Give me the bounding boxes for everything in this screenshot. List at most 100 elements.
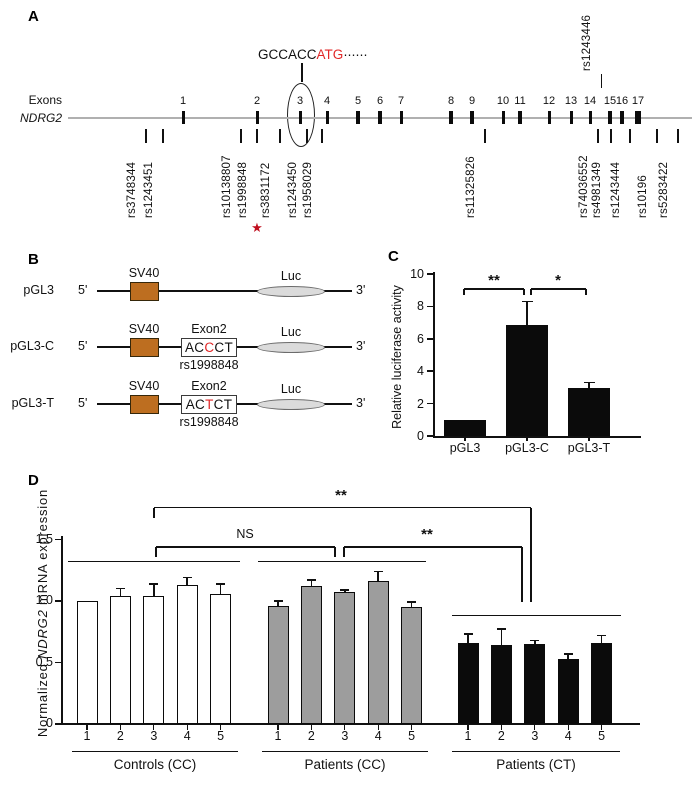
d-error-bar-Patients (CC)-5 — [410, 602, 413, 608]
d-y-tick-label-1.5: 1.5 — [35, 531, 53, 546]
d-bar-number-Controls (CC)-2: 2 — [116, 729, 124, 743]
d-bar-Patients (CT)-1 — [457, 642, 479, 724]
exon-12-number: 12 — [542, 95, 556, 107]
start-codon-sequence: GCCACCATG······ — [258, 47, 368, 62]
d-bar-number-Patients (CT)-1: 1 — [464, 729, 472, 743]
snp-label-rs1243446: rs1243446 — [581, 14, 593, 71]
exon-7-tick — [399, 111, 403, 124]
d-bar-number-Patients (CC)-4: 4 — [374, 729, 382, 743]
d-bar-number-Patients (CT)-4: 4 — [564, 729, 572, 743]
snp-label-rs3748344: rs3748344 — [126, 161, 138, 218]
d-bar-number-Controls (CC)-5: 5 — [217, 729, 225, 743]
d-error-bar-Patients (CT)-3 — [534, 640, 536, 645]
d-sig-top-bracket-left-drop — [153, 507, 155, 518]
d-error-bar-Controls (CC)-5 — [219, 583, 222, 594]
snp-pointer-rs1958029 — [321, 129, 323, 143]
exon-2-number: 2 — [253, 95, 261, 107]
snp-label-rs5283422: rs5283422 — [658, 161, 670, 218]
luc-reporter-oval — [257, 398, 325, 410]
d-error-bar-Patients (CT)-1 — [467, 634, 469, 643]
c-sig-label-1: * — [555, 272, 561, 289]
exon-11-tick — [518, 111, 522, 124]
c-bar-pGL3-T — [568, 388, 610, 436]
luc-reporter-oval — [257, 285, 325, 297]
c-y-tick-label-4: 4 — [417, 364, 424, 379]
d-error-cap-Patients (CC)-3 — [340, 589, 350, 591]
snp-label-rs1243451: rs1243451 — [143, 161, 155, 218]
luc-label: Luc — [280, 382, 302, 396]
sv40-label: SV40 — [128, 379, 160, 393]
d-x-tick-Patients (CC)-5 — [411, 725, 413, 730]
d-ylabel-gene: NDRG2 — [35, 609, 50, 659]
luc-reporter-oval — [257, 341, 325, 353]
d-bar-Patients (CC)-4 — [367, 581, 389, 724]
insert-seq-post: CT — [213, 396, 233, 412]
exon-4-tick — [325, 111, 329, 124]
snp-label-rs1998848: rs1998848 — [237, 161, 249, 218]
exon-15-number: 15 — [603, 95, 617, 107]
exon-17-tick — [635, 111, 641, 124]
c-sig-bracket-0 — [464, 288, 524, 290]
snp-pointer-rs11325826 — [484, 129, 486, 143]
c-x-tick-pGL3-T — [588, 438, 590, 441]
c-y-tick-label-6: 6 — [417, 331, 424, 346]
construct-name-pGL3-T: pGL3-T — [11, 396, 54, 410]
three-prime-label: 3' — [356, 339, 366, 353]
d-x-tick-Patients (CT)-2 — [500, 725, 502, 730]
insert-seq-pre: AC — [185, 396, 206, 412]
c-x-tick-pGL3 — [464, 438, 466, 441]
exon-9-number: 9 — [468, 95, 476, 107]
d-y-tick-0 — [55, 723, 62, 725]
d-bar-number-Controls (CC)-1: 1 — [83, 729, 91, 743]
d-bar-number-Patients (CC)-3: 3 — [341, 729, 349, 743]
snp-pointer-rs1243444 — [629, 129, 631, 143]
c-x-axis — [432, 436, 641, 438]
c-sig-bracket-1-left-drop — [530, 289, 532, 295]
insert-snp-allele: C — [204, 339, 215, 355]
d-bar-Controls (CC)-3 — [143, 596, 165, 724]
construct-backbone-line — [97, 290, 352, 292]
sv40-promoter-box — [130, 337, 159, 357]
d-bar-Patients (CC)-2 — [300, 586, 322, 724]
d-bar-number-Patients (CC)-2: 2 — [307, 729, 315, 743]
exon-14-number: 14 — [583, 95, 597, 107]
snp-label-rs1958029: rs1958029 — [302, 161, 314, 218]
three-prime-label: 3' — [356, 283, 366, 297]
d-x-tick-Patients (CT)-4 — [567, 725, 569, 730]
sv40-label: SV40 — [128, 322, 160, 336]
d-group-overline-patients-cc — [258, 560, 426, 563]
snp-pointer-rs3831172 — [279, 129, 281, 143]
d-error-cap-Patients (CC)-2 — [306, 579, 316, 581]
d-y-tick-label-0.5: 0.5 — [35, 654, 53, 669]
d-error-bar-Controls (CC)-4 — [186, 577, 188, 585]
insert-snp-allele: T — [205, 396, 214, 412]
insert-rs-label: rs1998848 — [179, 415, 239, 429]
snp-pointer-rs1243450 — [306, 129, 308, 143]
exon-11-number: 11 — [514, 95, 526, 107]
d-error-cap-Patients (CC)-5 — [407, 601, 417, 604]
panel-d-label: D — [28, 472, 39, 489]
d-group-overline-controls-cc — [68, 560, 240, 563]
exon-3-number: 3 — [296, 95, 304, 107]
snp-pointer-rs10138807 — [240, 129, 242, 143]
exon2-label: Exon2 — [191, 379, 227, 393]
d-bar-number-Patients (CT)-2: 2 — [497, 729, 505, 743]
sv40-label: SV40 — [128, 266, 160, 280]
snp-pointer-rs1998848 — [256, 129, 258, 143]
c-y-tick-2 — [427, 402, 434, 405]
d-error-cap-Patients (CT)-5 — [597, 634, 607, 637]
c-y-tick-4 — [427, 370, 434, 372]
d-y-axis — [61, 536, 63, 725]
c-y-tick-10 — [427, 273, 434, 275]
c-y-tick-6 — [427, 338, 434, 340]
d-group-label-0: Controls (CC) — [113, 757, 197, 772]
d-bar-Patients (CT)-3 — [524, 644, 546, 724]
d-x-tick-Controls (CC)-5 — [220, 725, 222, 730]
d-error-cap-Controls (CC)-5 — [216, 582, 226, 585]
d-bar-number-Controls (CC)-3: 3 — [150, 729, 158, 743]
d-bar-Patients (CT)-2 — [490, 645, 512, 724]
d-y-tick-1.5 — [55, 538, 62, 541]
d-error-bar-Patients (CC)-3 — [344, 589, 346, 593]
exon-10-number: 10 — [496, 95, 510, 107]
